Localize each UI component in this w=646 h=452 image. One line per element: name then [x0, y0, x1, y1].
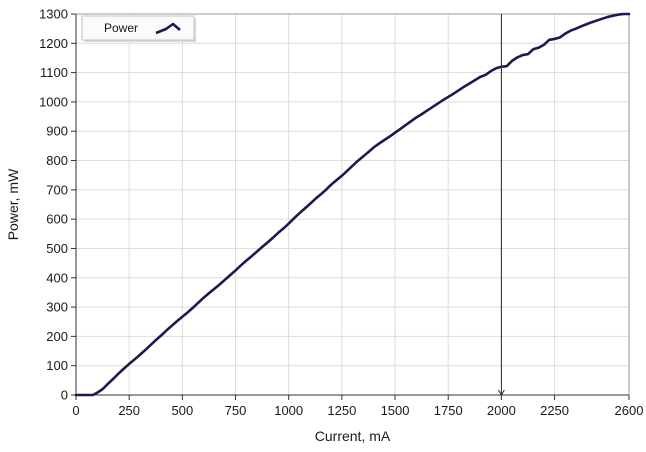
y-tick-label: 200 [46, 329, 68, 344]
y-tick-label: 300 [46, 300, 68, 315]
axes: 0 250 500 750 1000 1250 1500 1750 2000 2250 2600 0 1… [39, 7, 643, 419]
y-tick-label: 900 [46, 124, 68, 139]
cursor-arrow-icon [497, 389, 505, 396]
y-tick-label: 400 [46, 270, 68, 285]
y-tick-label: 700 [46, 182, 68, 197]
y-tick-label: 100 [46, 358, 68, 373]
y-axis-title: Power, mW [5, 168, 21, 240]
y-tick-label: 1300 [39, 7, 68, 22]
x-tick-label: 500 [171, 403, 193, 418]
x-tick-label: 2600 [615, 403, 644, 418]
x-tick-label: 1500 [381, 403, 410, 418]
x-tick-label: 750 [225, 403, 247, 418]
plot-background [76, 14, 629, 395]
y-tick-label: 600 [46, 212, 68, 227]
legend[interactable]: Power [81, 15, 196, 42]
y-tick-label: 800 [46, 153, 68, 168]
y-tick-label: 1000 [39, 94, 68, 109]
cursor-layer [497, 14, 505, 396]
x-tick-label: 2250 [540, 403, 569, 418]
x-tick-label: 1000 [274, 403, 303, 418]
y-tick-label: 0 [61, 388, 68, 403]
x-tick-label: 2000 [487, 403, 516, 418]
y-tick-label: 500 [46, 241, 68, 256]
x-tick-label: 1750 [434, 403, 463, 418]
legend-box [81, 15, 195, 41]
series-layer [74, 12, 631, 397]
legend-label-power: Power [104, 21, 138, 35]
x-axis-title: Current, mA [315, 428, 391, 444]
x-tick-label: 1250 [327, 403, 356, 418]
y-tick-label: 1200 [39, 36, 68, 51]
x-tick-label: 0 [72, 403, 79, 418]
x-tick-label: 250 [118, 403, 140, 418]
legend-line-icon [155, 22, 181, 35]
series-line-power [74, 12, 631, 397]
y-tick-label: 1100 [40, 65, 68, 80]
